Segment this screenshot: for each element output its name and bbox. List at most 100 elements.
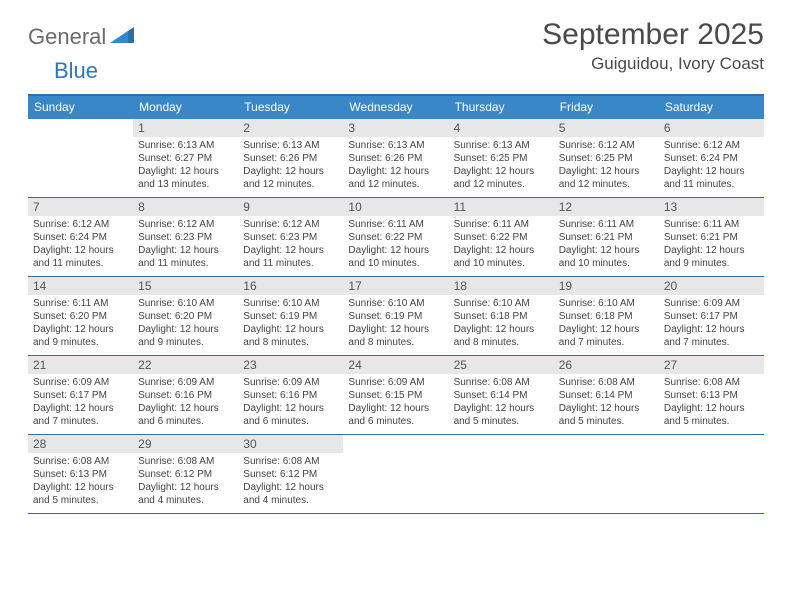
sunrise-text: Sunrise: 6:08 AM xyxy=(138,455,234,468)
sunrise-text: Sunrise: 6:13 AM xyxy=(454,139,550,152)
sunset-text: Sunset: 6:12 PM xyxy=(138,468,234,481)
day-details: Sunrise: 6:11 AMSunset: 6:21 PMDaylight:… xyxy=(659,216,764,274)
day-details: Sunrise: 6:10 AMSunset: 6:19 PMDaylight:… xyxy=(343,295,448,353)
daylight-text: Daylight: 12 hours and 5 minutes. xyxy=(559,402,655,428)
day-cell: 20Sunrise: 6:09 AMSunset: 6:17 PMDayligh… xyxy=(659,277,764,355)
day-cell: 12Sunrise: 6:11 AMSunset: 6:21 PMDayligh… xyxy=(554,198,659,276)
daylight-text: Daylight: 12 hours and 7 minutes. xyxy=(33,402,129,428)
daylight-text: Daylight: 12 hours and 4 minutes. xyxy=(243,481,339,507)
sunrise-text: Sunrise: 6:11 AM xyxy=(559,218,655,231)
daylight-text: Daylight: 12 hours and 12 minutes. xyxy=(243,165,339,191)
sunset-text: Sunset: 6:20 PM xyxy=(33,310,129,323)
day-number: 12 xyxy=(554,198,659,216)
day-cell: 2Sunrise: 6:13 AMSunset: 6:26 PMDaylight… xyxy=(238,119,343,197)
daylight-text: Daylight: 12 hours and 8 minutes. xyxy=(454,323,550,349)
sunset-text: Sunset: 6:26 PM xyxy=(243,152,339,165)
logo-triangle-icon xyxy=(110,25,136,50)
day-cell: . xyxy=(659,435,764,513)
weekday-header: Saturday xyxy=(659,96,764,119)
sunset-text: Sunset: 6:14 PM xyxy=(454,389,550,402)
sunset-text: Sunset: 6:16 PM xyxy=(243,389,339,402)
day-number: 6 xyxy=(659,119,764,137)
brand-logo: General xyxy=(28,24,136,50)
location: Guiguidou, Ivory Coast xyxy=(542,54,764,74)
sunrise-text: Sunrise: 6:09 AM xyxy=(664,297,760,310)
day-details: Sunrise: 6:09 AMSunset: 6:17 PMDaylight:… xyxy=(28,374,133,432)
sunset-text: Sunset: 6:27 PM xyxy=(138,152,234,165)
daylight-text: Daylight: 12 hours and 6 minutes. xyxy=(243,402,339,428)
sunset-text: Sunset: 6:23 PM xyxy=(243,231,339,244)
day-number: 4 xyxy=(449,119,554,137)
day-details: Sunrise: 6:12 AMSunset: 6:23 PMDaylight:… xyxy=(133,216,238,274)
day-details: Sunrise: 6:10 AMSunset: 6:19 PMDaylight:… xyxy=(238,295,343,353)
day-details: Sunrise: 6:09 AMSunset: 6:17 PMDaylight:… xyxy=(659,295,764,353)
day-cell: 21Sunrise: 6:09 AMSunset: 6:17 PMDayligh… xyxy=(28,356,133,434)
sunrise-text: Sunrise: 6:08 AM xyxy=(559,376,655,389)
sunrise-text: Sunrise: 6:13 AM xyxy=(243,139,339,152)
sunset-text: Sunset: 6:15 PM xyxy=(348,389,444,402)
day-details: Sunrise: 6:08 AMSunset: 6:14 PMDaylight:… xyxy=(554,374,659,432)
sunset-text: Sunset: 6:25 PM xyxy=(559,152,655,165)
sunrise-text: Sunrise: 6:12 AM xyxy=(33,218,129,231)
sunset-text: Sunset: 6:26 PM xyxy=(348,152,444,165)
daylight-text: Daylight: 12 hours and 9 minutes. xyxy=(664,244,760,270)
day-details: Sunrise: 6:11 AMSunset: 6:22 PMDaylight:… xyxy=(343,216,448,274)
day-cell: 19Sunrise: 6:10 AMSunset: 6:18 PMDayligh… xyxy=(554,277,659,355)
day-details: Sunrise: 6:13 AMSunset: 6:27 PMDaylight:… xyxy=(133,137,238,195)
sunrise-text: Sunrise: 6:10 AM xyxy=(348,297,444,310)
sunset-text: Sunset: 6:23 PM xyxy=(138,231,234,244)
day-details: Sunrise: 6:12 AMSunset: 6:24 PMDaylight:… xyxy=(659,137,764,195)
day-number: 9 xyxy=(238,198,343,216)
sunrise-text: Sunrise: 6:09 AM xyxy=(348,376,444,389)
sunset-text: Sunset: 6:17 PM xyxy=(33,389,129,402)
weekday-header: Monday xyxy=(133,96,238,119)
sunset-text: Sunset: 6:19 PM xyxy=(348,310,444,323)
day-details: Sunrise: 6:09 AMSunset: 6:15 PMDaylight:… xyxy=(343,374,448,432)
sunrise-text: Sunrise: 6:10 AM xyxy=(243,297,339,310)
week-row: .1Sunrise: 6:13 AMSunset: 6:27 PMDayligh… xyxy=(28,119,764,198)
day-number: 19 xyxy=(554,277,659,295)
title-block: September 2025 Guiguidou, Ivory Coast xyxy=(542,18,764,74)
sunset-text: Sunset: 6:21 PM xyxy=(559,231,655,244)
day-number: 27 xyxy=(659,356,764,374)
day-number: 15 xyxy=(133,277,238,295)
sunset-text: Sunset: 6:14 PM xyxy=(559,389,655,402)
sunrise-text: Sunrise: 6:11 AM xyxy=(664,218,760,231)
day-number: 21 xyxy=(28,356,133,374)
day-cell: 29Sunrise: 6:08 AMSunset: 6:12 PMDayligh… xyxy=(133,435,238,513)
sunrise-text: Sunrise: 6:08 AM xyxy=(243,455,339,468)
sunset-text: Sunset: 6:16 PM xyxy=(138,389,234,402)
day-cell: 11Sunrise: 6:11 AMSunset: 6:22 PMDayligh… xyxy=(449,198,554,276)
sunrise-text: Sunrise: 6:10 AM xyxy=(138,297,234,310)
day-cell: 7Sunrise: 6:12 AMSunset: 6:24 PMDaylight… xyxy=(28,198,133,276)
daylight-text: Daylight: 12 hours and 10 minutes. xyxy=(348,244,444,270)
sunrise-text: Sunrise: 6:09 AM xyxy=(138,376,234,389)
day-cell: 4Sunrise: 6:13 AMSunset: 6:25 PMDaylight… xyxy=(449,119,554,197)
week-row: 28Sunrise: 6:08 AMSunset: 6:13 PMDayligh… xyxy=(28,435,764,514)
day-cell: 22Sunrise: 6:09 AMSunset: 6:16 PMDayligh… xyxy=(133,356,238,434)
day-number: 29 xyxy=(133,435,238,453)
day-cell: 10Sunrise: 6:11 AMSunset: 6:22 PMDayligh… xyxy=(343,198,448,276)
sunrise-text: Sunrise: 6:08 AM xyxy=(664,376,760,389)
daylight-text: Daylight: 12 hours and 6 minutes. xyxy=(348,402,444,428)
day-cell: 5Sunrise: 6:12 AMSunset: 6:25 PMDaylight… xyxy=(554,119,659,197)
day-number: 13 xyxy=(659,198,764,216)
weekday-header: Tuesday xyxy=(238,96,343,119)
day-number: 28 xyxy=(28,435,133,453)
daylight-text: Daylight: 12 hours and 10 minutes. xyxy=(454,244,550,270)
daylight-text: Daylight: 12 hours and 8 minutes. xyxy=(348,323,444,349)
daylight-text: Daylight: 12 hours and 9 minutes. xyxy=(138,323,234,349)
week-row: 7Sunrise: 6:12 AMSunset: 6:24 PMDaylight… xyxy=(28,198,764,277)
day-cell: 25Sunrise: 6:08 AMSunset: 6:14 PMDayligh… xyxy=(449,356,554,434)
day-cell: 13Sunrise: 6:11 AMSunset: 6:21 PMDayligh… xyxy=(659,198,764,276)
week-row: 21Sunrise: 6:09 AMSunset: 6:17 PMDayligh… xyxy=(28,356,764,435)
day-cell: 6Sunrise: 6:12 AMSunset: 6:24 PMDaylight… xyxy=(659,119,764,197)
weekday-header: Thursday xyxy=(449,96,554,119)
day-number: 14 xyxy=(28,277,133,295)
day-details: Sunrise: 6:11 AMSunset: 6:22 PMDaylight:… xyxy=(449,216,554,274)
daylight-text: Daylight: 12 hours and 8 minutes. xyxy=(243,323,339,349)
day-number: 30 xyxy=(238,435,343,453)
sunrise-text: Sunrise: 6:09 AM xyxy=(33,376,129,389)
day-cell: 24Sunrise: 6:09 AMSunset: 6:15 PMDayligh… xyxy=(343,356,448,434)
sunset-text: Sunset: 6:22 PM xyxy=(348,231,444,244)
